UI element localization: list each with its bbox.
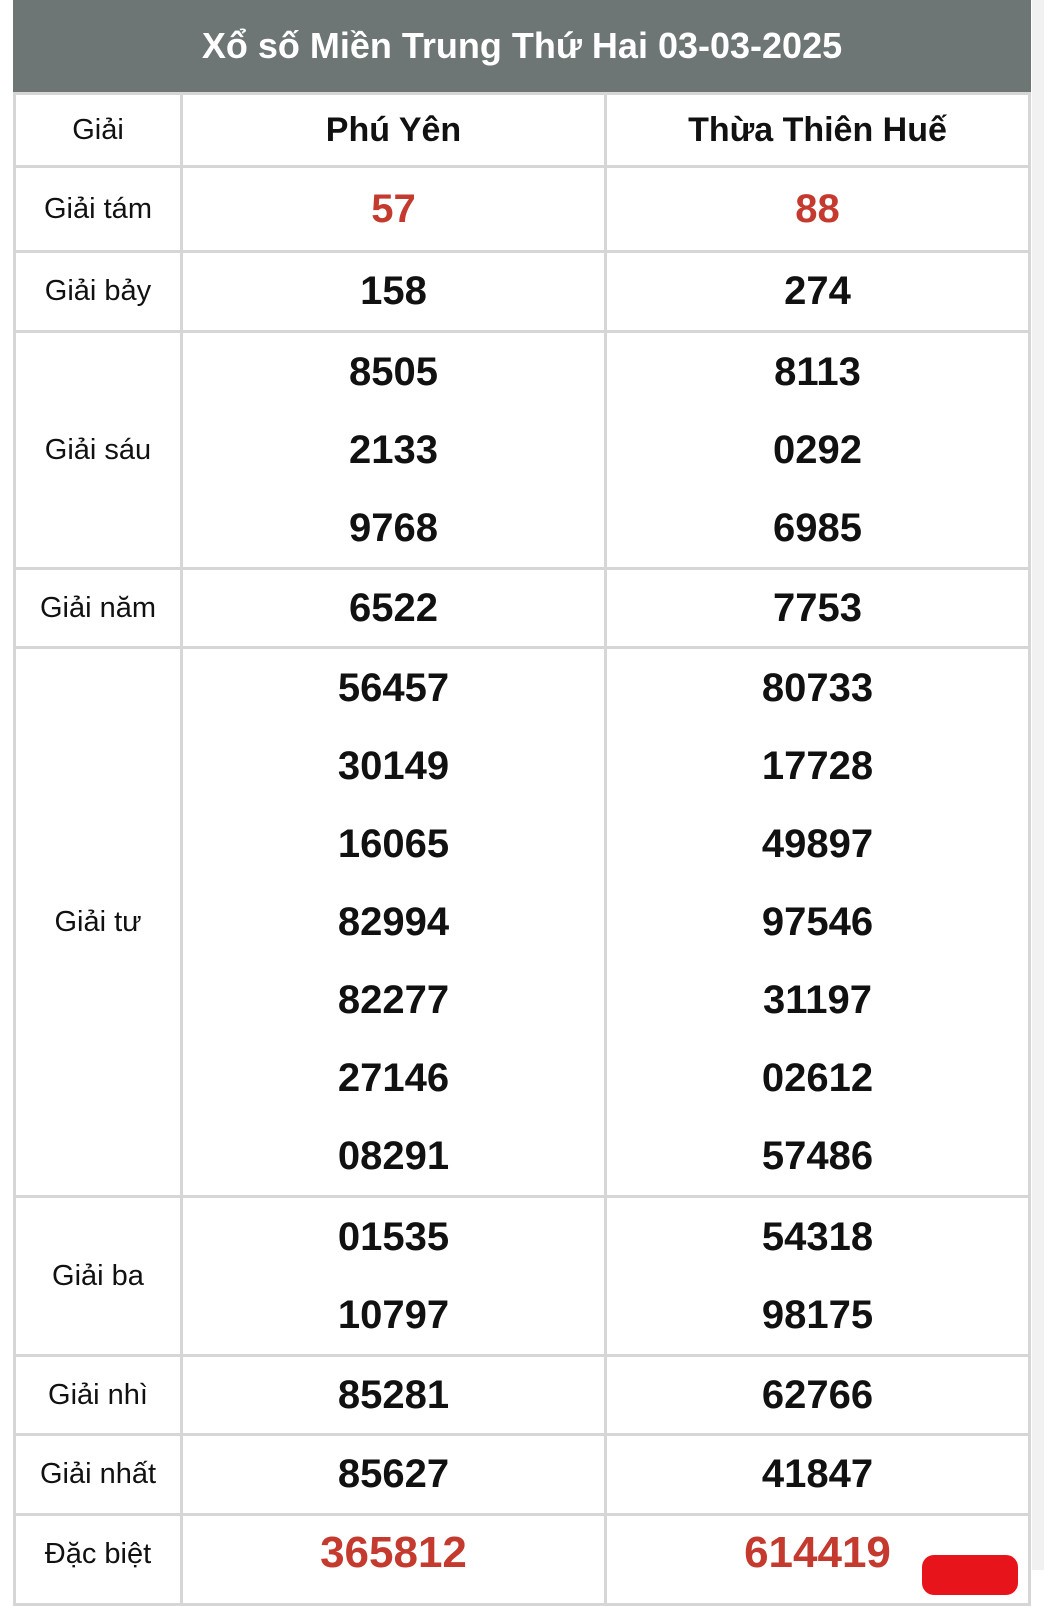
winning-number: 2133 bbox=[349, 428, 438, 472]
winning-number: 8505 bbox=[349, 350, 438, 394]
winning-number: 49897 bbox=[761, 822, 874, 866]
thua-thien-hue-cell: 274 bbox=[604, 250, 1031, 333]
winning-number: 614419 bbox=[744, 1528, 891, 1577]
winning-number: 80733 bbox=[761, 666, 874, 710]
phu-yen-cell: 8505 2133 9768 bbox=[180, 330, 607, 570]
winning-number: 82277 bbox=[337, 978, 450, 1022]
province-header-phu-yen: Phú Yên bbox=[180, 92, 607, 168]
winning-number: 02612 bbox=[761, 1056, 874, 1100]
prize-label: Giải nhì bbox=[13, 1354, 183, 1436]
results-table: Giải Phú Yên Thừa Thiên Huế Giải tám 57 88… bbox=[13, 92, 1031, 1606]
prize-column-header: Giải bbox=[13, 92, 183, 168]
thua-thien-hue-cell: 62766 bbox=[604, 1354, 1031, 1436]
table-row: Giải nhất 85627 41847 bbox=[13, 1433, 1031, 1516]
winning-number: 6985 bbox=[773, 506, 862, 550]
winning-number: 08291 bbox=[337, 1134, 450, 1178]
winning-number: 97546 bbox=[761, 900, 874, 944]
winning-number: 17728 bbox=[761, 744, 874, 788]
thua-thien-hue-cell: 80733 17728 49897 97546 31197 02612 57486 bbox=[604, 646, 1031, 1198]
winning-number: 6522 bbox=[349, 585, 438, 630]
prize-label: Giải tám bbox=[13, 165, 183, 253]
winning-number: 8113 bbox=[774, 350, 861, 394]
phu-yen-cell: 365812 bbox=[180, 1513, 607, 1606]
phu-yen-cell: 01535 10797 bbox=[180, 1195, 607, 1357]
winning-number: 16065 bbox=[337, 822, 450, 866]
thua-thien-hue-cell: 41847 bbox=[604, 1433, 1031, 1516]
table-row: Giải ba 01535 10797 54318 98175 bbox=[13, 1195, 1031, 1357]
winning-number: 0292 bbox=[773, 428, 862, 472]
winning-number: 56457 bbox=[337, 666, 450, 710]
thua-thien-hue-cell: 88 bbox=[604, 165, 1031, 253]
table-row: Giải bảy 158 274 bbox=[13, 250, 1031, 333]
winning-number: 10797 bbox=[337, 1293, 450, 1337]
lottery-results: Xổ số Miền Trung Thứ Hai 03-03-2025 Giải… bbox=[13, 0, 1031, 1606]
prize-label: Giải bảy bbox=[13, 250, 183, 333]
table-row: Đặc biệt 365812 614419 bbox=[13, 1513, 1031, 1606]
winning-number: 88 bbox=[795, 186, 840, 231]
winning-number: 30149 bbox=[337, 744, 450, 788]
winning-number: 9768 bbox=[349, 506, 438, 550]
winning-number: 57 bbox=[371, 186, 416, 231]
winning-number: 27146 bbox=[337, 1056, 450, 1100]
winning-number: 41847 bbox=[761, 1452, 874, 1496]
winning-number: 57486 bbox=[761, 1134, 874, 1178]
thua-thien-hue-cell: 8113 0292 6985 bbox=[604, 330, 1031, 570]
winning-number: 274 bbox=[784, 269, 851, 313]
winning-number: 85281 bbox=[337, 1372, 450, 1417]
phu-yen-cell: 158 bbox=[180, 250, 607, 333]
winning-number: 98175 bbox=[761, 1293, 874, 1337]
winning-number: 31197 bbox=[762, 978, 873, 1022]
phu-yen-cell: 57 bbox=[180, 165, 607, 253]
table-row: Giải tám 57 88 bbox=[13, 165, 1031, 253]
province-header-thua-thien-hue: Thừa Thiên Huế bbox=[604, 92, 1031, 168]
winning-number: 365812 bbox=[320, 1528, 467, 1577]
thua-thien-hue-cell: 7753 bbox=[604, 567, 1031, 649]
page-edge bbox=[1032, 0, 1044, 1570]
phu-yen-cell: 56457 30149 16065 82994 82277 27146 08291 bbox=[180, 646, 607, 1198]
results-title: Xổ số Miền Trung Thứ Hai 03-03-2025 bbox=[13, 0, 1031, 92]
winning-number: 62766 bbox=[761, 1372, 874, 1417]
thua-thien-hue-cell: 54318 98175 bbox=[604, 1195, 1031, 1357]
winning-number: 82994 bbox=[337, 900, 450, 944]
winning-number: 158 bbox=[360, 269, 427, 313]
prize-label: Đặc biệt bbox=[13, 1513, 183, 1606]
table-row: Giải nhì 85281 62766 bbox=[13, 1354, 1031, 1436]
phu-yen-cell: 85627 bbox=[180, 1433, 607, 1516]
table-row: Giải sáu 8505 2133 9768 8113 0292 6985 bbox=[13, 330, 1031, 570]
phu-yen-cell: 6522 bbox=[180, 567, 607, 649]
winning-number: 85627 bbox=[337, 1452, 450, 1496]
phu-yen-cell: 85281 bbox=[180, 1354, 607, 1436]
winning-number: 01535 bbox=[337, 1215, 450, 1259]
prize-label: Giải sáu bbox=[13, 330, 183, 570]
prize-label: Giải ba bbox=[13, 1195, 183, 1357]
prize-label: Giải năm bbox=[13, 567, 183, 649]
prize-label: Giải nhất bbox=[13, 1433, 183, 1516]
winning-number: 54318 bbox=[761, 1215, 874, 1259]
winning-number: 7753 bbox=[773, 585, 862, 630]
prize-label: Giải tư bbox=[13, 646, 183, 1198]
table-row: Giải năm 6522 7753 bbox=[13, 567, 1031, 649]
table-header-row: Giải Phú Yên Thừa Thiên Huế bbox=[13, 92, 1031, 168]
table-row: Giải tư 56457 30149 16065 82994 82277 27146 082… bbox=[13, 646, 1031, 1198]
floating-red-button[interactable] bbox=[922, 1555, 1018, 1595]
